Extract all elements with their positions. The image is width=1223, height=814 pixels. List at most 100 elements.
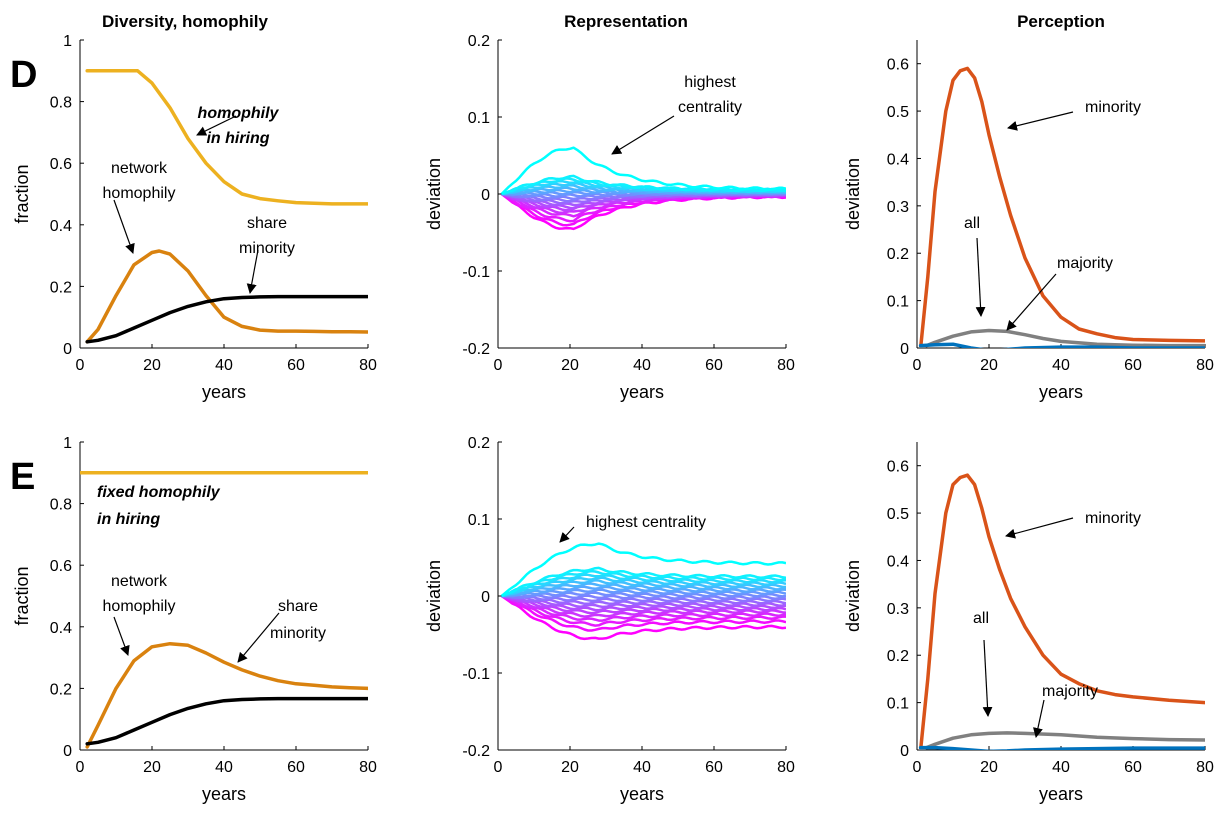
x-tick-label: 20 [980, 759, 998, 776]
representation-line [501, 594, 786, 622]
x-tick-label: 0 [76, 759, 85, 776]
x-tick-label: 80 [1196, 357, 1214, 374]
y-tick-label: 0.4 [887, 151, 909, 168]
y-axis-label: fraction [12, 566, 32, 625]
x-tick-label: 0 [494, 759, 503, 776]
row-label-d: D [10, 54, 37, 96]
y-tick-label: 0 [900, 341, 909, 358]
annotation-arrow [1033, 699, 1045, 738]
y-tick-label: 0.2 [50, 681, 72, 698]
y-tick-label: 0 [63, 743, 72, 760]
y-tick-label: 0.2 [887, 648, 909, 665]
panel-d3: 0 20 40 60 80 0 0.1 0.2 0.3 0.4 0.5 0.6 years deviati… [843, 40, 1214, 402]
series-line-network-homophily [85, 249, 368, 344]
annotation-arrow [1005, 517, 1074, 539]
representation-line [501, 594, 786, 612]
y-tick-label: -0.1 [462, 666, 490, 683]
x-tick-label: 40 [633, 759, 651, 776]
series-line-minority [918, 66, 1205, 348]
y-tick-label: 0 [63, 341, 72, 358]
x-tick-label: 40 [1052, 357, 1070, 374]
y-tick-label: -0.2 [462, 341, 490, 358]
column-title-perception: Perception [1017, 12, 1105, 31]
y-tick-label: 0.8 [50, 497, 72, 514]
y-tick-label: 0 [481, 589, 490, 606]
x-tick-label: 20 [143, 357, 161, 374]
annotation-arrow [246, 249, 259, 294]
annotation-arrow [196, 115, 237, 136]
annotation-label: highest [684, 74, 736, 91]
y-tick-label: 1 [63, 435, 72, 452]
series-line-homophily-hiring [85, 69, 368, 206]
x-tick-label: 40 [633, 357, 651, 374]
annotation-label: share [278, 598, 318, 615]
y-axis-label: deviation [843, 560, 863, 632]
y-tick-label: 0.4 [50, 218, 72, 235]
column-title-representation: Representation [564, 12, 688, 31]
annotation-label: minority [1085, 510, 1141, 527]
x-tick-label: 20 [561, 357, 579, 374]
x-tick-label: 60 [287, 357, 305, 374]
y-tick-label: 0.8 [50, 95, 72, 112]
y-tick-label: 1 [63, 33, 72, 50]
annotation-label: in hiring [206, 130, 269, 147]
representation-line [501, 593, 786, 600]
y-tick-label: 0.6 [50, 156, 72, 173]
x-axis-label: years [202, 784, 246, 804]
annotation-label: network [111, 160, 168, 177]
y-tick-label: 0.1 [468, 110, 490, 127]
plot-area [80, 471, 368, 749]
x-tick-label: 0 [494, 357, 503, 374]
y-axis-label: deviation [424, 158, 444, 230]
y-tick-label: 0.2 [468, 33, 490, 50]
x-tick-label: 60 [1124, 357, 1142, 374]
x-tick-label: 0 [76, 357, 85, 374]
panel-d1: 0 20 40 60 80 0 0.2 0.4 0.6 0.8 1 years fraction homo… [12, 33, 377, 402]
x-tick-label: 80 [359, 357, 377, 374]
representation-line [501, 585, 786, 598]
x-tick-label: 0 [913, 759, 922, 776]
annotation-arrow [611, 115, 675, 155]
annotation-arrow [113, 616, 130, 656]
plot-area [500, 542, 786, 641]
annotation-label: highest centrality [586, 514, 706, 531]
panel-e1: 0 20 40 60 80 0 0.2 0.4 0.6 0.8 1 years fraction fixe… [12, 435, 377, 804]
series-line-all [918, 731, 1205, 750]
plot-area [918, 66, 1205, 348]
x-tick-label: 40 [1052, 759, 1070, 776]
x-tick-label: 60 [705, 357, 723, 374]
series-line-all [918, 328, 1205, 348]
x-axis-label: years [1039, 784, 1083, 804]
annotation-label: all [964, 215, 980, 232]
x-tick-label: 80 [777, 759, 795, 776]
y-tick-label: 0.5 [887, 506, 909, 523]
panels: 0 20 40 60 80 0 0.2 0.4 0.6 0.8 1 years fraction homo… [12, 33, 1214, 804]
y-tick-label: 0.4 [887, 553, 909, 570]
panel-d2: 0 20 40 60 80 -0.2 -0.1 0 0.1 0.2 years deviation hi… [424, 33, 795, 402]
annotation-arrow [559, 526, 575, 543]
y-tick-label: 0.2 [50, 279, 72, 296]
annotation-label: majority [1042, 683, 1098, 700]
annotation-label: homophily [103, 185, 176, 202]
y-tick-label: 0.1 [887, 294, 909, 311]
annotation-arrow [1007, 111, 1074, 131]
y-tick-label: 0 [481, 187, 490, 204]
y-tick-label: 0.2 [887, 246, 909, 263]
y-tick-label: 0 [900, 743, 909, 760]
representation-line [501, 594, 786, 627]
x-tick-label: 20 [980, 357, 998, 374]
x-tick-label: 60 [705, 759, 723, 776]
annotation-label: minority [270, 625, 326, 642]
plot-area [85, 69, 368, 344]
annotation-label: in hiring [97, 511, 160, 528]
x-tick-label: 80 [1196, 759, 1214, 776]
representation-line [501, 573, 786, 598]
annotation-label: minority [239, 240, 295, 257]
y-tick-label: 0.4 [50, 620, 72, 637]
series-line-network-homophily [85, 641, 368, 749]
annotation-arrow [237, 612, 280, 663]
x-tick-label: 40 [215, 357, 233, 374]
representation-line [501, 174, 786, 196]
series-line-majority [918, 342, 1205, 348]
